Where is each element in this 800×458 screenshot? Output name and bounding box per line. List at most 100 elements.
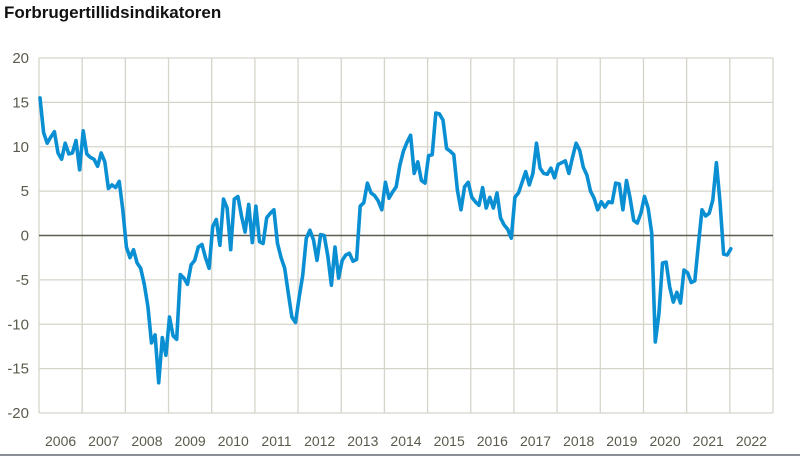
data-point [686,271,689,274]
x-tick-label: 2016 [477,433,508,449]
data-point [254,205,258,208]
data-point [628,197,632,200]
data-point [646,206,650,210]
x-tick-label: 2006 [45,433,76,449]
data-point [438,112,441,116]
data-point [481,186,484,189]
data-point [538,166,542,170]
data-point [380,208,383,211]
x-tick-label: 2007 [88,433,119,449]
data-point [161,336,164,339]
data-point [574,142,578,145]
data-point [431,153,434,156]
data-point [49,135,52,139]
data-point [168,315,171,319]
data-point [567,172,571,175]
data-point [395,185,398,188]
data-point [269,212,272,215]
data-point [186,283,189,286]
data-point [92,158,96,161]
data-point [528,183,531,187]
data-point [693,279,696,282]
data-point [456,189,459,192]
data-point [423,181,427,185]
data-point [502,223,506,227]
data-point [179,273,182,276]
data-point [118,180,121,183]
data-point [553,176,556,179]
data-point [506,228,509,231]
data-point [492,206,495,210]
data-point [682,268,686,272]
data-point [366,181,369,185]
data-point [46,142,49,145]
data-point [211,225,214,228]
data-point [197,245,200,249]
data-point [369,191,373,195]
data-point [218,244,222,247]
data-point [398,164,401,167]
data-point [672,300,675,304]
data-point [517,191,520,195]
data-point [690,281,693,284]
chart-title: Forbrugertillidsindikatoren [4,3,222,22]
data-point [495,191,499,195]
data-point [341,259,344,262]
data-point [661,261,664,265]
data-point [265,216,268,219]
data-point [287,292,290,295]
data-point [330,284,333,287]
data-point [38,96,42,100]
data-point [391,190,394,194]
data-point [718,200,722,203]
data-point [711,198,714,202]
x-tick-label: 2009 [175,433,206,449]
x-tick-label: 2010 [218,433,249,449]
data-point [377,199,380,203]
data-point [121,208,125,211]
data-point [67,152,71,156]
data-point [700,208,704,211]
data-point [243,230,247,234]
data-point [373,194,376,197]
data-point [323,234,326,237]
data-point [513,196,517,199]
data-point [215,218,218,221]
y-tick-label: -10 [7,316,29,333]
data-point [675,291,679,294]
data-point [520,181,524,184]
data-point [222,197,225,201]
data-point [312,238,315,242]
data-point [236,195,240,198]
x-tick-label: 2018 [563,433,594,449]
data-point [668,285,671,289]
data-point [132,248,135,251]
data-point [128,256,132,259]
data-point [729,247,732,250]
data-point [650,231,653,234]
x-tick-label: 2012 [304,433,335,449]
data-point [164,354,168,357]
data-point [499,216,502,219]
x-tick-label: 2014 [390,433,421,449]
data-point [261,242,265,245]
data-point [441,118,445,122]
data-point [434,111,437,115]
data-point [510,237,513,240]
data-point [524,170,527,173]
data-point [477,204,481,207]
y-tick-label: 5 [21,183,29,200]
data-point [413,172,416,175]
series-line [38,96,733,385]
data-point [240,214,243,218]
data-point [607,200,610,203]
data-point [233,197,236,201]
data-point [56,151,60,155]
data-point [193,259,196,262]
data-point [618,182,621,186]
data-point [171,334,175,337]
data-point [326,254,329,258]
data-point [175,338,178,341]
data-point [722,252,725,256]
